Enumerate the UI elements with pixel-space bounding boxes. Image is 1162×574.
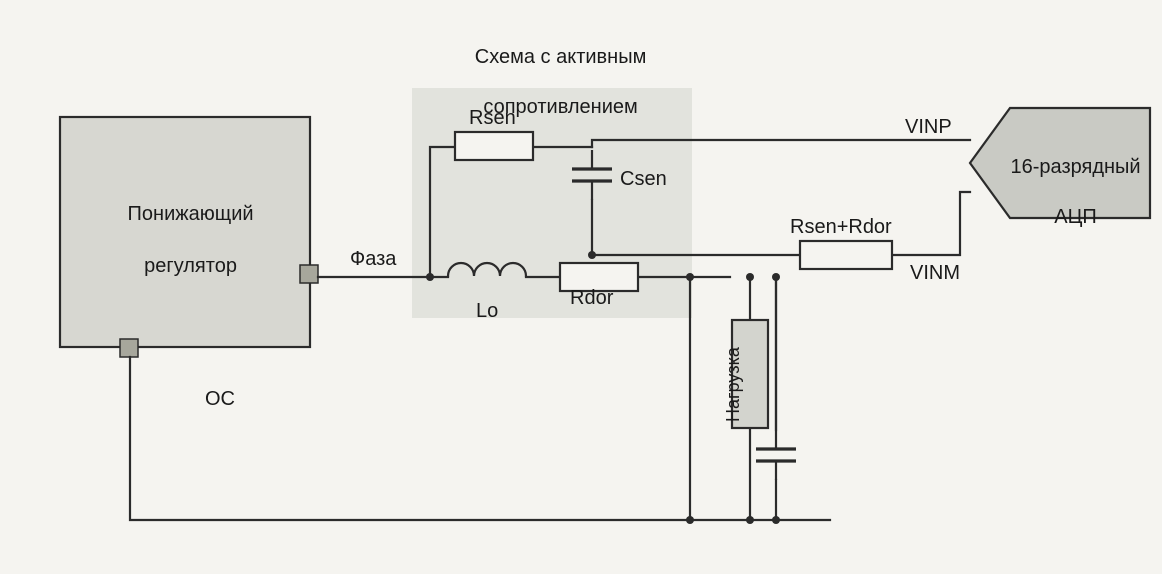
active-region bbox=[412, 88, 692, 318]
phase-label: Фаза bbox=[350, 248, 396, 271]
adc-label: 16-разрядный АЦП bbox=[990, 130, 1150, 230]
csen-label: Csen bbox=[620, 168, 667, 191]
rsum-label: Rsen+Rdor bbox=[790, 216, 892, 239]
rdor-label: Rdor bbox=[570, 287, 613, 310]
load-label: Нагрузка bbox=[723, 347, 744, 422]
node-2 bbox=[746, 273, 754, 281]
node-6 bbox=[772, 516, 780, 524]
node-7 bbox=[686, 516, 694, 524]
regulator-port-phase bbox=[300, 265, 318, 283]
adc-label-l1: 16-разрядный bbox=[1011, 156, 1141, 178]
regulator-label: Понижающий регулятор bbox=[70, 175, 300, 279]
node-1 bbox=[686, 273, 694, 281]
wire-7 bbox=[892, 192, 970, 255]
lo-label: Lo bbox=[476, 300, 498, 323]
adc-label-l2: АЦП bbox=[1054, 206, 1097, 228]
regulator-label-l2: регулятор bbox=[144, 255, 237, 277]
rsen-label: Rsen bbox=[469, 107, 516, 130]
title-line1: Схема с активным bbox=[475, 46, 647, 68]
node-5 bbox=[746, 516, 754, 524]
regulator-label-l1: Понижающий bbox=[128, 203, 254, 225]
vinp-label: VINP bbox=[905, 116, 952, 139]
vinm-label: VINM bbox=[910, 262, 960, 285]
active-schema-title: Схема с активным сопротивлением bbox=[390, 20, 720, 120]
oc-label: ОС bbox=[205, 388, 235, 411]
regulator-port-oc bbox=[120, 339, 138, 357]
rsum bbox=[800, 241, 892, 269]
node-4 bbox=[588, 251, 596, 259]
node-0 bbox=[426, 273, 434, 281]
rsen bbox=[455, 132, 533, 160]
